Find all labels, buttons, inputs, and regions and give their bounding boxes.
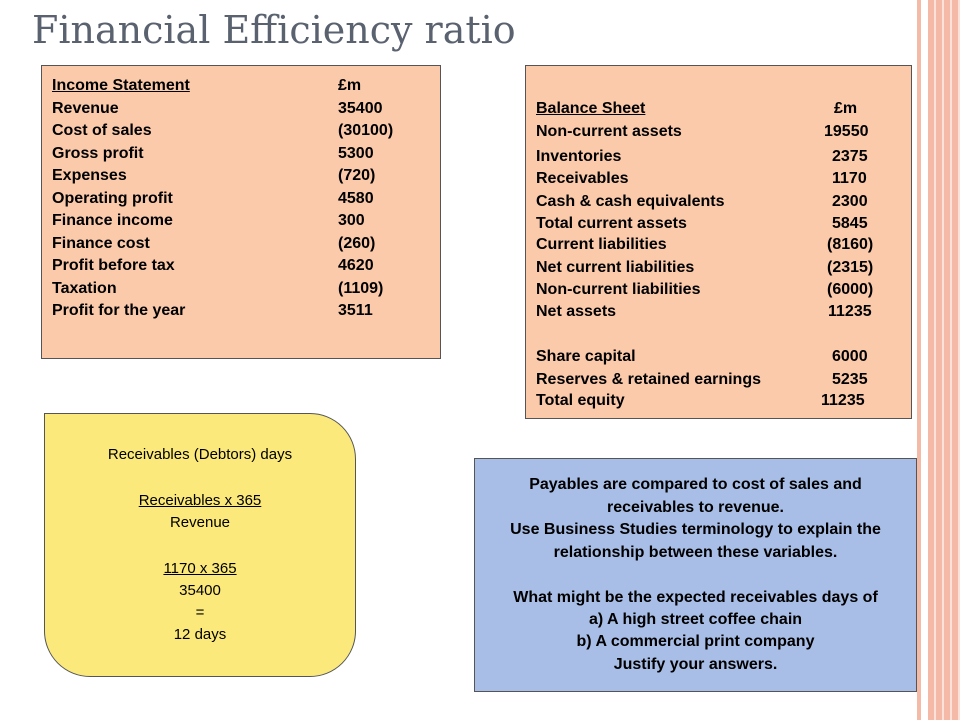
balance-row-value: 11235 — [828, 303, 872, 320]
balance-row-value: (6000) — [827, 281, 874, 298]
payables-line: What might be the expected receivables d… — [513, 589, 878, 606]
payables-line: Payables are compared to cost of sales a… — [529, 476, 862, 493]
income-row-label: Taxation — [52, 280, 117, 297]
income-row-value: 4620 — [338, 257, 374, 274]
income-row-label: Gross profit — [52, 145, 144, 162]
balance-row-label: Non-current assets — [536, 123, 682, 140]
receivables-days-box: Receivables (Debtors) days Receivables x… — [44, 413, 356, 677]
balance-row-label: Net assets — [536, 303, 617, 320]
balance-row-value: 5235 — [832, 371, 868, 388]
formula-numerator: Receivables x 365 — [45, 490, 355, 512]
balance-row-value: 1170 — [832, 170, 867, 187]
income-row-label: Finance cost — [52, 235, 150, 252]
income-row-label: Profit before tax — [52, 257, 175, 274]
balance-row-label: Net current liabilities — [536, 259, 695, 276]
income-row-label: Cost of sales — [52, 122, 152, 139]
income-statement-box: Income Statement £m Revenue 35400 Cost o… — [41, 65, 441, 359]
balance-sheet-title: Balance Sheet — [536, 100, 646, 117]
balance-row-value: 11235 — [821, 392, 865, 409]
formula-numerator-text: Receivables x 365 — [138, 492, 262, 509]
income-row-value: (30100) — [338, 122, 394, 139]
receivables-result: 12 days — [173, 626, 227, 643]
slide-title: Financial Efficiency ratio — [32, 8, 516, 52]
income-row-value: 300 — [338, 212, 365, 229]
income-row-value: 3511 — [338, 302, 373, 319]
payables-line: a) A high street coffee chain — [588, 611, 803, 628]
income-row-value: 35400 — [338, 100, 383, 117]
payables-line: b) A commercial print company — [576, 633, 815, 650]
balance-row-label: Non-current liabilities — [536, 281, 701, 298]
payables-line — [475, 564, 916, 586]
calc-denominator: 35400 — [179, 582, 221, 599]
calc-numerator-text: 1170 x 365 — [163, 560, 237, 577]
income-statement-title: Income Statement — [52, 77, 190, 94]
payables-line: relationship between these variables. — [553, 544, 838, 561]
income-row-label: Revenue — [52, 100, 119, 117]
income-row-value: 4580 — [338, 190, 374, 207]
income-row-label: Expenses — [52, 167, 127, 184]
balance-sheet-box: Balance Sheet £m Non-current assets 1955… — [525, 65, 912, 419]
income-row-label: Finance income — [52, 212, 173, 229]
balance-row-label: Receivables — [536, 170, 629, 187]
calc-numerator: 1170 x 365 — [45, 558, 355, 580]
payables-question-box: Payables are compared to cost of sales a… — [474, 458, 917, 692]
side-border-line — [917, 0, 921, 720]
income-statement-unit: £m — [338, 77, 362, 94]
balance-row-value: 2300 — [832, 193, 868, 210]
balance-row-label: Cash & cash equivalents — [536, 193, 725, 210]
side-decorative-stripes — [928, 0, 960, 720]
income-row-value: (720) — [338, 167, 376, 184]
balance-row-label: Total current assets — [536, 215, 687, 232]
balance-row-label: Inventories — [536, 148, 622, 165]
payables-line: receivables to revenue. — [607, 499, 784, 516]
balance-row-value: (8160) — [827, 236, 874, 253]
balance-sheet-unit: £m — [834, 100, 858, 117]
income-row-label: Profit for the year — [52, 302, 186, 319]
income-row-value: (1109) — [338, 280, 384, 297]
income-row-value: (260) — [338, 235, 376, 252]
formula-denominator: Revenue — [169, 514, 231, 531]
payables-line: Use Business Studies terminology to expl… — [510, 521, 881, 538]
balance-row-label: Total equity — [536, 392, 625, 409]
balance-row-value: 5845 — [832, 215, 868, 232]
balance-row-label: Share capital — [536, 348, 636, 365]
balance-row-label: Reserves & retained earnings — [536, 371, 761, 388]
payables-line: Justify your answers. — [613, 656, 778, 673]
balance-row-value: 19550 — [824, 123, 869, 140]
balance-row-value: 2375 — [832, 148, 868, 165]
balance-row-value: (2315) — [827, 259, 874, 276]
balance-row-value: 6000 — [832, 348, 868, 365]
income-row-label: Operating profit — [52, 190, 173, 207]
equals-sign: = — [195, 604, 205, 621]
income-row-value: 5300 — [338, 145, 374, 162]
receivables-heading: Receivables (Debtors) days — [107, 446, 293, 463]
balance-row-label: Current liabilities — [536, 236, 667, 253]
